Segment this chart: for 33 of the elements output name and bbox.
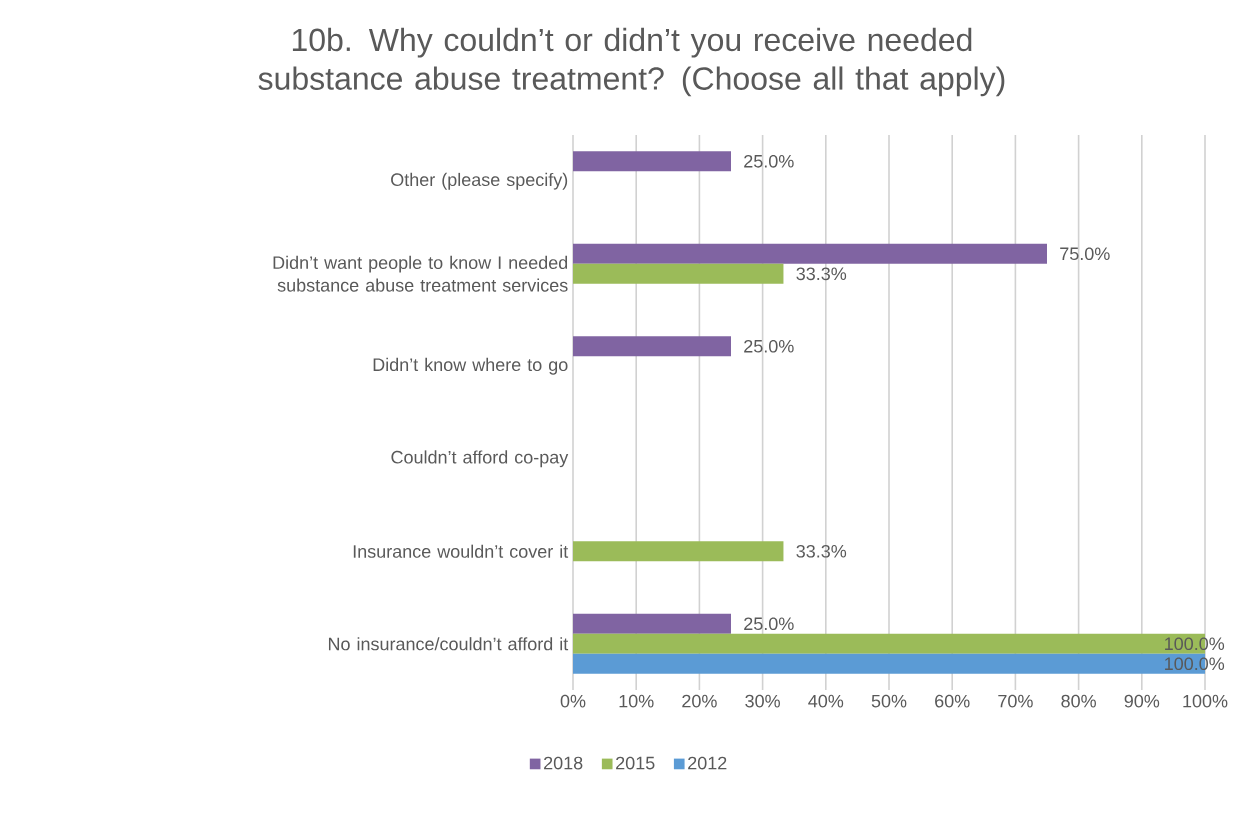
bar <box>573 263 784 284</box>
bar <box>573 613 731 634</box>
bar <box>573 243 1047 264</box>
data-label: 33.3% <box>796 544 847 558</box>
x-tick-label: 60% <box>935 694 970 708</box>
data-label: 25.0% <box>744 617 794 631</box>
x-tick-label: 30% <box>745 694 780 708</box>
chart-title: 10b. Why couldn’t or didn’t you receive needed substance abuse treatment? (Choose all that apply) <box>258 27 1005 97</box>
y-tick-label: Insurance wouldn’t cover it <box>353 544 569 558</box>
data-label: 25.0% <box>744 339 794 353</box>
data-label: 33.3% <box>796 267 847 281</box>
x-tick-label: 50% <box>871 694 907 708</box>
data-label: 25.0% <box>744 154 794 168</box>
legend-label: 2015 <box>616 756 655 770</box>
x-tick-label: 40% <box>808 694 844 708</box>
x-tick-label: 70% <box>998 694 1033 708</box>
x-tick-label: 0% <box>560 694 586 708</box>
legend-label: 2018 <box>544 756 583 770</box>
legend-label: 2012 <box>688 756 727 770</box>
y-tick-label: Didn’t know where to go <box>373 357 568 375</box>
y-tick-label: Other (please specify) <box>391 172 568 190</box>
x-tick-label: 20% <box>682 694 717 708</box>
y-tick-label: Couldn’t afford co-pay <box>391 450 569 468</box>
x-tick-label: 80% <box>1061 694 1096 708</box>
bar <box>573 541 784 562</box>
bar <box>573 336 731 357</box>
bar <box>573 151 731 172</box>
x-tick-label: 100% <box>1183 694 1228 708</box>
y-tick-label: No insurance/couldn’t afford it <box>328 637 569 651</box>
y-tick-label: Didn’t want people to know I needed substance abuse treatment services <box>273 255 568 292</box>
x-tick-label: 90% <box>1124 694 1160 708</box>
x-tick-label: 10% <box>619 694 654 708</box>
data-label: 75.0% <box>1060 247 1110 261</box>
